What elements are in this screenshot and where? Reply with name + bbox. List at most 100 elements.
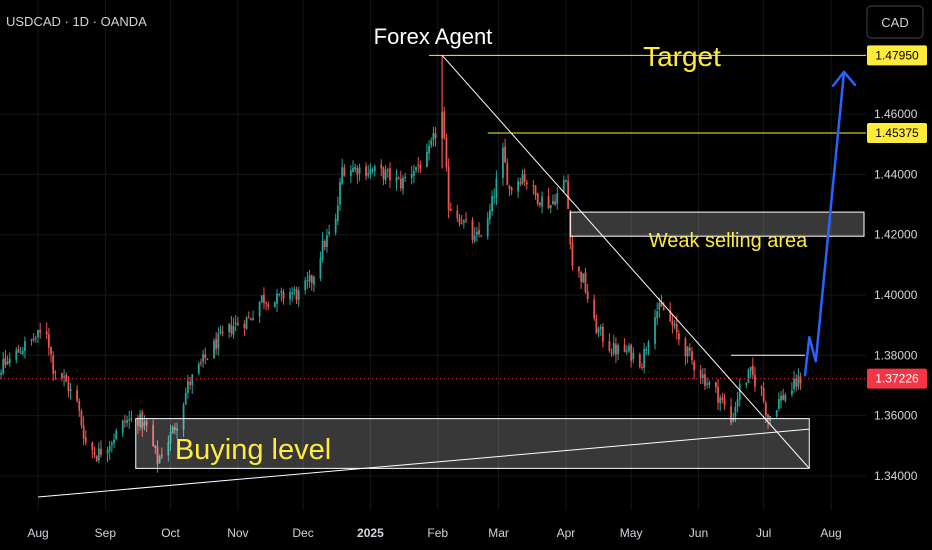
candle-body [660, 301, 663, 307]
candle-body [308, 275, 311, 282]
candle-body [115, 430, 118, 440]
candle-body [478, 230, 480, 235]
candle-body [106, 450, 109, 454]
candle-body [460, 223, 463, 225]
candle-body [510, 187, 513, 191]
candle-body [736, 399, 739, 407]
candle-body [517, 181, 520, 192]
author-label: Forex Agent [374, 24, 493, 49]
candle-body [630, 344, 633, 361]
candle-body [384, 170, 387, 181]
candle-body [734, 406, 737, 417]
candle-body [471, 220, 474, 240]
candle-body [397, 177, 400, 179]
candle-body [154, 445, 157, 449]
price-label: 1.45375 [875, 126, 919, 140]
candle-body [204, 354, 207, 358]
candle-body [213, 340, 215, 359]
candle-body [571, 243, 574, 266]
candle-body [304, 280, 307, 291]
candle-body [654, 317, 656, 344]
candle-body [797, 375, 800, 387]
weak-selling-label: Weak selling area [649, 230, 808, 252]
candle-body [8, 358, 11, 364]
candle-body [191, 374, 194, 386]
candle-body [128, 419, 131, 421]
candle-body [45, 331, 48, 335]
candle-body [586, 291, 589, 300]
candle-body [658, 302, 661, 310]
x-tick-label: Jun [689, 526, 708, 540]
candle-body [110, 443, 113, 446]
candle-body [328, 231, 331, 234]
candle-body [647, 342, 650, 348]
candle-body [708, 382, 711, 386]
candle-body [365, 166, 367, 177]
currency-button[interactable]: CAD [866, 5, 924, 39]
candle-body [291, 292, 294, 294]
candle-body [113, 439, 115, 444]
candle-body [714, 382, 717, 388]
candle-body [230, 324, 233, 334]
candle-body [232, 325, 235, 335]
candle-body [21, 350, 24, 354]
price-axis[interactable]: 1.34000 1.36000 1.38000 1.40000 1.42000 1.440… [867, 45, 927, 483]
candle-body [80, 411, 83, 426]
x-tick-label: Sep [95, 526, 117, 540]
x-tick-label: Dec [292, 526, 313, 540]
candle-body [386, 169, 389, 171]
candle-body [780, 395, 782, 401]
candle-body [258, 301, 261, 317]
candle-body [597, 328, 600, 333]
candle-body [730, 406, 732, 423]
x-tick-label: 2025 [357, 526, 384, 540]
candle-body [502, 147, 504, 178]
candle-body [84, 437, 87, 443]
candle-body [458, 217, 461, 224]
candle-body [625, 350, 628, 352]
x-tick-label: Apr [557, 526, 576, 540]
price-label: 1.37226 [875, 372, 919, 386]
candle-body [184, 392, 187, 405]
candle-body [69, 388, 72, 392]
candle-body [795, 378, 798, 387]
projection-arrow-head [831, 70, 857, 88]
candle-body [491, 196, 493, 212]
candle-body [554, 201, 556, 205]
candle-body [430, 140, 433, 146]
candle-body [121, 420, 124, 433]
candle-body [747, 370, 750, 384]
target-label: Target [643, 41, 721, 72]
candle-body [130, 418, 133, 420]
candle-body [693, 361, 696, 371]
candle-body [171, 426, 174, 434]
candle-body [799, 376, 802, 384]
candle-body [143, 422, 146, 427]
candle-body [410, 174, 413, 178]
candle-body [615, 344, 617, 355]
candle-body [519, 182, 522, 185]
candle-body [6, 361, 9, 365]
candle-body [100, 448, 102, 455]
candle-body [745, 383, 748, 385]
projection-arrow-path [803, 71, 846, 377]
candle-body [462, 220, 465, 223]
candle-body [760, 386, 763, 389]
candle-body [691, 351, 693, 361]
candle-body [675, 323, 678, 333]
candle-body [764, 402, 767, 416]
candle-body [93, 452, 96, 455]
candle-body [790, 390, 793, 395]
candle-body [556, 193, 559, 204]
candles [0, 55, 802, 473]
candle-body [465, 219, 467, 221]
time-axis[interactable]: Aug Sep Oct Nov Dec 2025 Feb Mar Apr May Jun Jul Aug [27, 526, 841, 540]
candle-body [402, 177, 404, 190]
candle-body [645, 349, 648, 351]
candle-body [782, 394, 785, 400]
candle-body [145, 420, 148, 426]
candle-body [473, 235, 476, 241]
candle-body [187, 380, 189, 393]
candle-body [580, 271, 583, 282]
